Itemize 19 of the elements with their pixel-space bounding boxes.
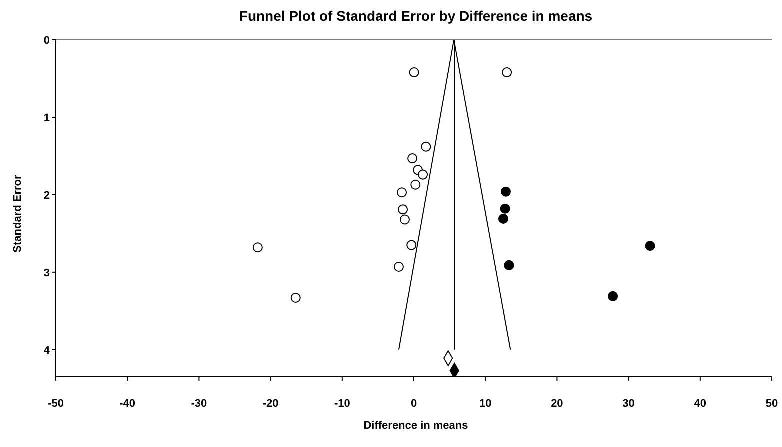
x-tick-label: 20 [551,398,564,410]
x-tick-label: 10 [479,398,492,410]
x-tick-label: -30 [191,398,208,410]
y-tick-label: 4 [44,344,51,357]
y-tick-label: 2 [44,190,50,202]
chart-title: Funnel Plot of Standard Error by Difference in means [238,8,594,24]
y-axis-title: Standard Error [12,174,24,255]
y-tick-label: 3 [44,267,50,280]
x-tick-label: -40 [120,398,136,410]
y-tick-label: 0 [44,34,50,47]
x-axis-title: Difference in means [362,420,470,432]
x-tick-label: -10 [334,398,350,410]
x-tick-label: 40 [694,398,707,410]
x-tick-label: 50 [766,398,778,410]
x-tick-label: 30 [622,398,635,410]
x-tick-label: 0 [410,398,418,410]
x-tick-label: -50 [48,398,64,410]
y-tick-label: 1 [44,112,50,124]
x-tick-label: -20 [262,398,279,410]
